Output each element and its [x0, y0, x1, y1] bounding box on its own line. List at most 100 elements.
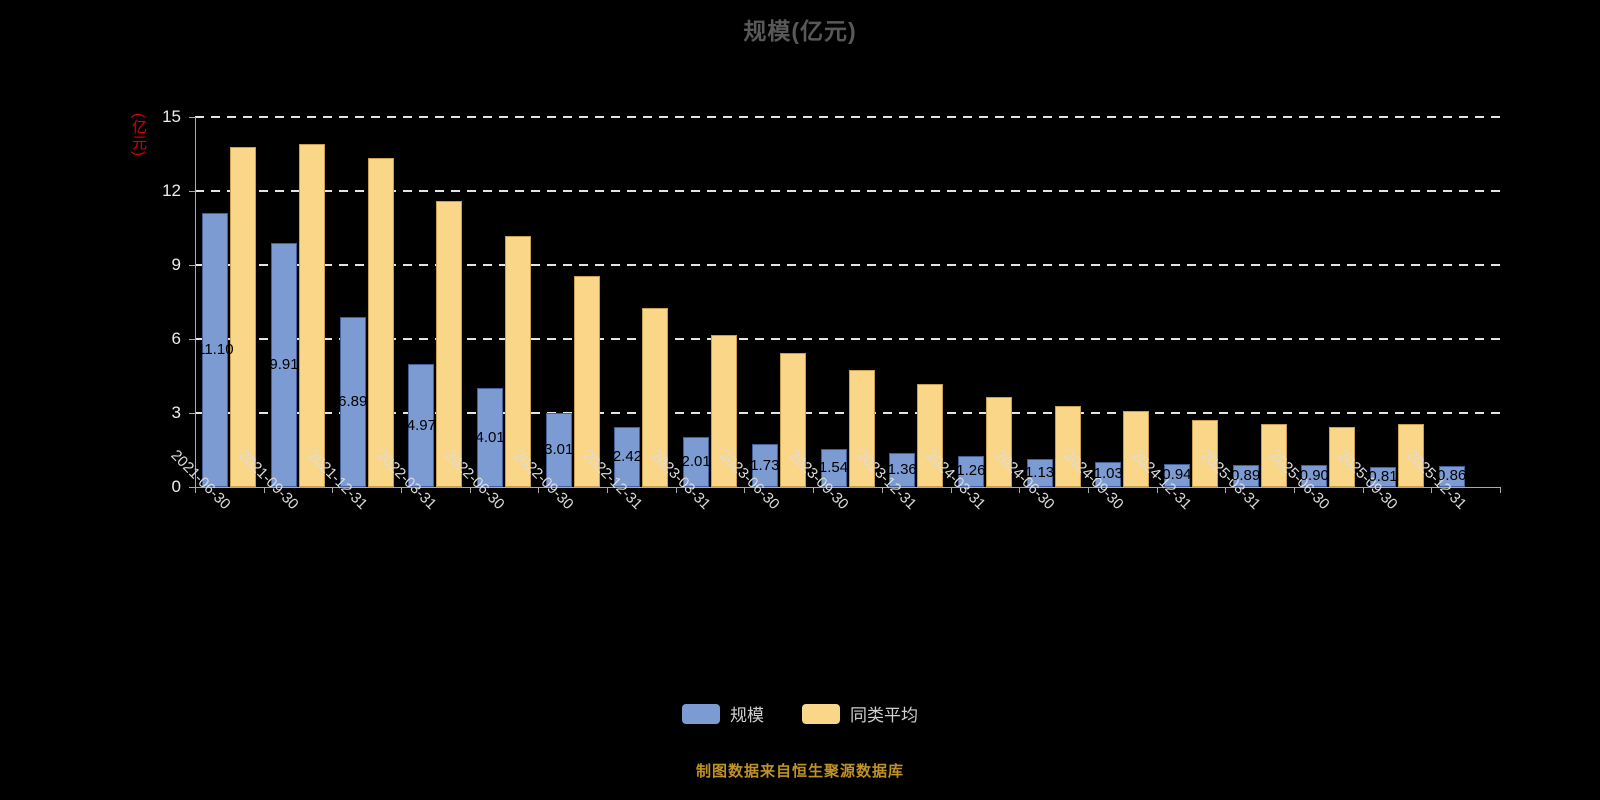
bar-peer-average [436, 200, 463, 487]
y-axis-tick-label: 0 [171, 477, 181, 496]
x-axis-tick-mark [1500, 487, 1501, 493]
bar-scale [202, 213, 229, 487]
bar-scale [1095, 461, 1122, 487]
y-axis-tick-label: 3 [171, 403, 181, 422]
bar-peer-average [917, 384, 944, 487]
bar-peer-average [1329, 427, 1356, 487]
bar-peer-average [573, 276, 600, 487]
x-axis-tick-mark [1431, 487, 1433, 493]
grid-line [195, 338, 1500, 340]
legend-item-peer-average[interactable]: 同类平均 [802, 701, 918, 726]
grid-line [195, 412, 1500, 414]
bar-scale [545, 412, 572, 487]
bar-scale [271, 242, 298, 487]
y-axis-tick-mark [189, 413, 195, 414]
x-axis-tick-mark [263, 487, 265, 493]
bar-value-label: 4.97 [406, 416, 436, 434]
bar-peer-average [1397, 424, 1424, 487]
bar-value-label: 1.26 [956, 462, 986, 480]
x-axis-tick-mark [469, 487, 471, 493]
y-axis-tick-mark [189, 117, 195, 118]
bar-scale [408, 364, 435, 487]
x-axis-tick-mark [607, 487, 609, 493]
bar-value-label: 11.10 [197, 341, 234, 359]
bar-value-label: 1.36 [887, 461, 917, 479]
bar-peer-average [711, 335, 738, 487]
y-axis-tick-mark [189, 339, 195, 340]
bar-scale [1163, 463, 1190, 487]
bar-value-label: 3.01 [544, 440, 574, 458]
bar-value-label: 9.91 [269, 355, 299, 373]
bar-scale [683, 437, 710, 487]
x-axis-tick-mark [744, 487, 746, 493]
y-axis-tick-mark [189, 265, 195, 266]
legend: 规模 同类平均 [0, 701, 1600, 726]
y-axis-tick-mark [189, 487, 195, 488]
grid-line [195, 190, 1500, 192]
bar-peer-average [299, 144, 326, 487]
x-axis-tick-mark [950, 487, 952, 493]
legend-label-peer-average: 同类平均 [850, 706, 918, 725]
x-axis-tick-mark [813, 487, 815, 493]
y-axis-unit-label: (亿元) [130, 113, 147, 157]
bar-value-label: 0.89 [1230, 467, 1261, 485]
legend-item-scale[interactable]: 规模 [682, 701, 764, 726]
bar-peer-average [779, 353, 806, 487]
bar-scale [477, 388, 504, 487]
bar-value-label: 1.13 [1024, 464, 1055, 482]
bar-value-label: 1.54 [818, 459, 849, 476]
bar-peer-average [848, 370, 875, 487]
bar-value-label: 0.86 [1437, 467, 1467, 485]
bar-scale [751, 444, 778, 487]
bar-value-label: 0.81 [1368, 468, 1398, 485]
y-axis-tick-mark [189, 191, 195, 192]
data-source-note: 制图数据来自恒生聚源数据库 [695, 763, 904, 780]
bar-value-label: 2.42 [612, 448, 643, 466]
bar-value-label: 4.01 [475, 428, 505, 446]
y-axis-line [195, 117, 196, 487]
bar-scale [614, 427, 641, 487]
bar-value-label: 1.03 [1093, 465, 1123, 483]
x-axis-tick-mark [195, 487, 196, 493]
bar-scale [1026, 459, 1053, 487]
bar-peer-average [1191, 419, 1218, 487]
x-axis-line [195, 487, 1500, 488]
chart-title: 规模(亿元) [743, 18, 857, 44]
y-axis-tick-label: 12 [162, 181, 181, 200]
legend-swatch-scale-icon [682, 703, 720, 724]
bar-value-label: 0.90 [1299, 466, 1329, 484]
x-axis-tick-mark [675, 487, 677, 493]
bar-scale [339, 317, 366, 487]
x-axis-tick-mark [538, 487, 540, 493]
bar-peer-average [985, 396, 1012, 487]
bar-peer-average [642, 307, 669, 487]
y-axis-tick-label: 9 [171, 255, 181, 274]
bar-scale [957, 455, 984, 487]
x-axis-tick-mark [1362, 487, 1364, 493]
x-axis-tick-mark [1019, 487, 1021, 493]
bar-peer-average [505, 236, 532, 487]
bar-scale [1232, 465, 1259, 487]
legend-swatch-peer-average-icon [802, 703, 840, 724]
bar-peer-average [1260, 424, 1287, 487]
y-axis-tick-label: 15 [162, 107, 181, 126]
x-axis-tick-mark [1225, 487, 1227, 493]
y-axis-tick-label: 6 [171, 329, 181, 348]
x-axis-tick-mark [401, 487, 403, 493]
bar-scale [1438, 465, 1465, 487]
bar-peer-average [230, 147, 257, 487]
bar-value-label: 2.01 [681, 453, 711, 471]
bar-value-label: 6.89 [338, 393, 368, 411]
bar-scale [889, 453, 916, 487]
x-axis-tick-mark [1293, 487, 1295, 493]
bar-scale [1301, 464, 1328, 487]
bar-peer-average [1054, 406, 1081, 487]
legend-label-scale: 规模 [730, 706, 764, 725]
grid-line [195, 116, 1500, 118]
bar-value-label: 0.94 [1162, 466, 1192, 484]
grid-line [195, 264, 1500, 266]
x-axis-tick-mark [881, 487, 883, 493]
x-axis-tick-mark [332, 487, 334, 493]
